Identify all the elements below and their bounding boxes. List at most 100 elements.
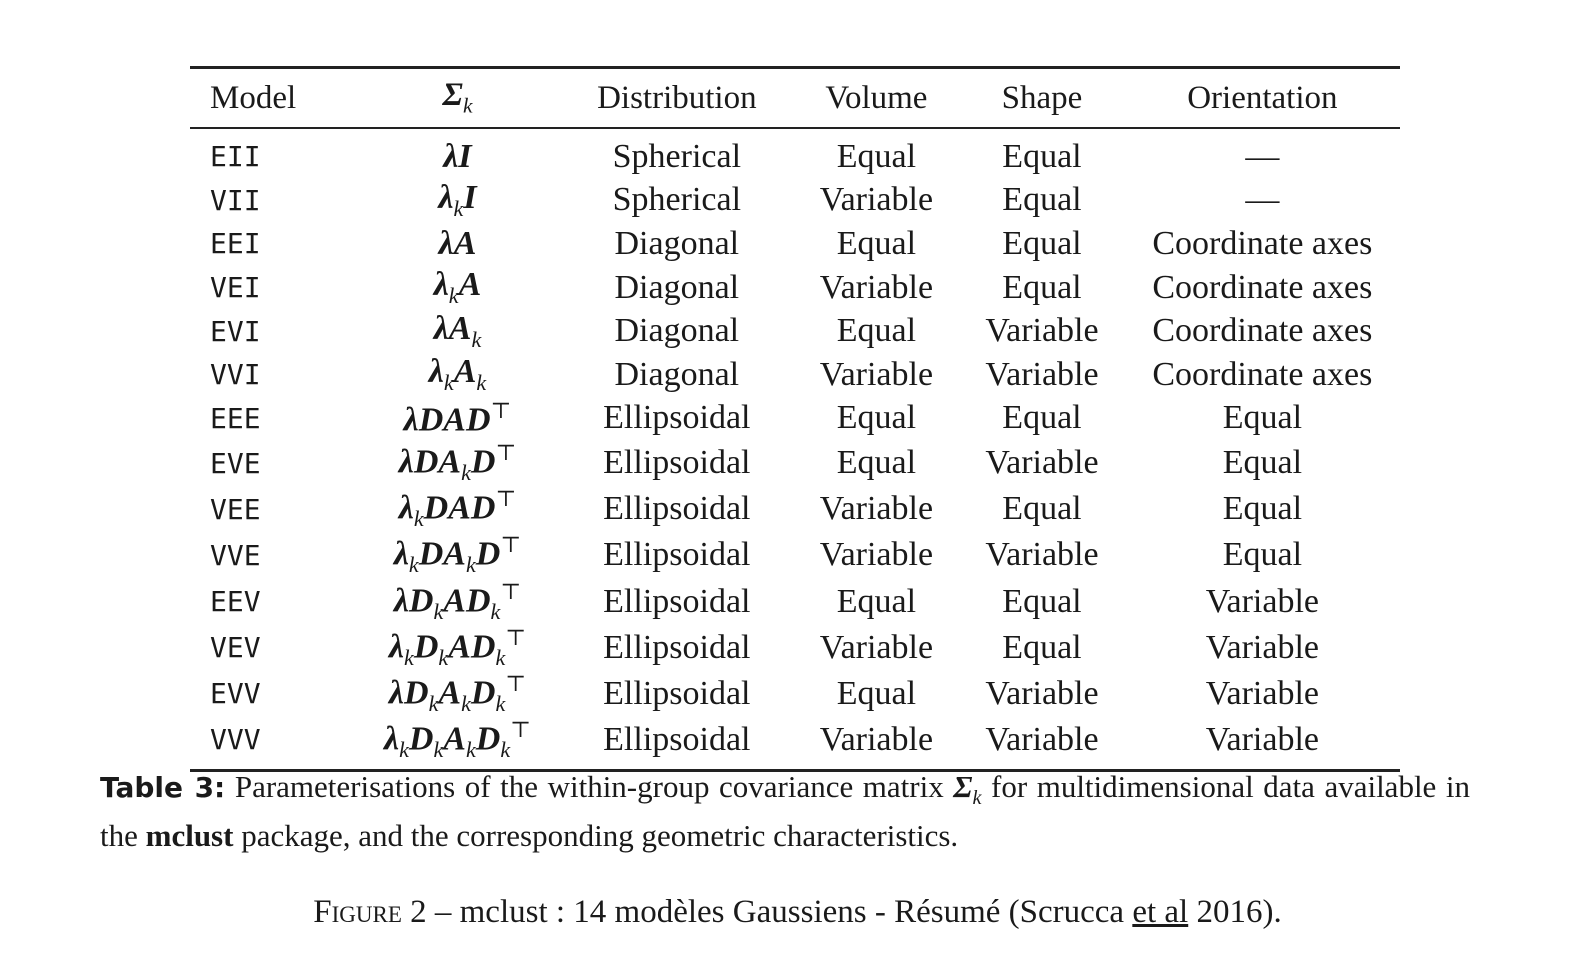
cell-model: VVI (210, 358, 261, 392)
cell-shape: Variable (985, 536, 1099, 574)
cell-volume: Equal (836, 399, 917, 437)
caption-text-1: Parameterisations of the within-group co… (234, 769, 944, 804)
figure-caption: Figure 2 – mclust : 14 modèles Gaussiens… (0, 892, 1595, 932)
header-distribution: Distribution (560, 66, 794, 129)
cell-shape: Equal (1002, 628, 1082, 666)
cell-shape: Equal (1002, 490, 1082, 528)
cell-model: EEI (210, 227, 261, 261)
table-row: EVE λDAkD⊤ Ellipsoidal Equal Variable Equal (190, 440, 1400, 486)
cell-distribution: Diagonal (614, 355, 740, 393)
cell-shape: Variable (985, 355, 1099, 393)
table-row: EEV λDkADk⊤ Ellipsoidal Equal Equal Variable (190, 579, 1400, 625)
cell-orientation: — (1245, 137, 1280, 175)
cell-sigma: λI (443, 137, 472, 175)
figure-label: Figure 2 (313, 894, 427, 930)
model-table-container: Model Σk Distribution Volume Shape Orien… (190, 66, 1400, 773)
cell-volume: Variable (819, 536, 934, 574)
cell-shape: Variable (985, 720, 1099, 758)
cell-distribution: Ellipsoidal (603, 399, 751, 437)
cell-orientation: Equal (1222, 399, 1303, 437)
cell-volume: Equal (836, 137, 917, 175)
table-row: EII λI Spherical Equal Equal — (190, 128, 1400, 179)
cell-orientation: Coordinate axes (1152, 355, 1373, 393)
cell-orientation: Variable (1205, 720, 1319, 758)
cell-volume: Variable (819, 181, 934, 219)
cell-orientation: Variable (1205, 628, 1319, 666)
cell-shape: Equal (1002, 181, 1082, 219)
cell-volume: Equal (836, 674, 917, 712)
table-row: VEI λkA Diagonal Variable Equal Coordinate ax… (190, 266, 1400, 310)
figure-text-after: 2016). (1196, 894, 1282, 930)
cell-orientation: Equal (1222, 490, 1303, 528)
cell-model: VEV (210, 631, 261, 665)
cell-sigma: λDAD⊤ (403, 397, 512, 439)
cell-model: VVV (210, 723, 261, 757)
cell-volume: Variable (819, 720, 934, 758)
cell-volume: Variable (819, 490, 934, 528)
cell-model: VEI (210, 271, 261, 305)
cell-distribution: Ellipsoidal (603, 628, 751, 666)
cell-model: EEE (210, 401, 261, 435)
caption-label: Table 3: (100, 771, 226, 804)
cell-shape: Equal (1002, 582, 1082, 620)
cell-model: VVE (210, 538, 261, 572)
cell-volume: Equal (836, 312, 917, 350)
table-row: EVV λDkAkDk⊤ Ellipsoidal Equal Variable Varia… (190, 671, 1400, 717)
cell-model: VII (210, 183, 261, 217)
cell-sigma: λkDAD⊤ (398, 486, 517, 532)
figure-text-underlined: et al (1132, 894, 1189, 930)
cell-sigma: λkDAkD⊤ (393, 532, 522, 578)
figure-dash: – (434, 894, 452, 930)
table-header: Model Σk Distribution Volume Shape Orien… (190, 66, 1400, 129)
table-row: VEV λkDkADk⊤ Ellipsoidal Variable Equal Varia… (190, 625, 1400, 671)
table-row: VVE λkDAkD⊤ Ellipsoidal Variable Variable Equ… (190, 532, 1400, 578)
cell-shape: Equal (1002, 224, 1082, 262)
figure-text-before: mclust : 14 modèles Gaussiens - Résumé (… (459, 894, 1125, 930)
table-row: VEE λkDAD⊤ Ellipsoidal Variable Equal Equal (190, 486, 1400, 532)
cell-sigma: λDkAkDk⊤ (388, 670, 527, 716)
cell-distribution: Diagonal (614, 312, 740, 350)
cell-distribution: Ellipsoidal (603, 490, 751, 528)
cell-volume: Variable (819, 628, 934, 666)
cell-distribution: Ellipsoidal (603, 444, 751, 482)
table-row: EVI λAk Diagonal Equal Variable Coordinate ax… (190, 309, 1400, 353)
header-model: Model (190, 66, 355, 129)
caption-text-2: for multidimensional data available in t… (100, 769, 1470, 854)
cell-orientation: Equal (1222, 536, 1303, 574)
cell-orientation: Variable (1205, 674, 1319, 712)
cell-model: EVV (210, 677, 261, 711)
cell-volume: Variable (819, 355, 934, 393)
cell-sigma: λA (438, 224, 477, 262)
cell-sigma: λkI (438, 178, 477, 221)
cell-shape: Variable (985, 674, 1099, 712)
cell-distribution: Ellipsoidal (603, 720, 751, 758)
cell-shape: Equal (1002, 137, 1082, 175)
table-row: VVI λkAk Diagonal Variable Variable Coordinat… (190, 353, 1400, 397)
cell-orientation: Variable (1205, 582, 1319, 620)
cell-sigma: λAk (433, 309, 482, 352)
cell-model: EVE (210, 446, 261, 480)
cell-distribution: Ellipsoidal (603, 674, 751, 712)
cell-sigma: λkA (433, 266, 482, 308)
table-body: EII λI Spherical Equal Equal — VII λkI Spherical… (190, 128, 1400, 771)
caption-package-name: mclust (145, 818, 234, 854)
header-volume: Volume (793, 66, 960, 129)
cell-distribution: Diagonal (614, 268, 740, 306)
caption-sigma: Σk (953, 769, 982, 810)
cell-orientation: Equal (1222, 444, 1303, 482)
table-row: EEI λA Diagonal Equal Equal Coordinate axes (190, 222, 1400, 266)
model-table: Model Σk Distribution Volume Shape Orien… (190, 66, 1400, 773)
cell-model: VEE (210, 492, 261, 526)
table-caption: Table 3: Parameterisations of the within… (100, 768, 1470, 855)
cell-shape: Variable (985, 312, 1099, 350)
cell-orientation: Coordinate axes (1152, 312, 1373, 350)
cell-volume: Equal (836, 224, 917, 262)
header-row: Model Σk Distribution Volume Shape Orien… (190, 66, 1400, 129)
cell-volume: Equal (836, 444, 917, 482)
caption-text-3: package, and the corresponding geometric… (241, 818, 959, 854)
header-sigma: Σk (354, 66, 560, 129)
cell-distribution: Spherical (612, 137, 742, 175)
cell-sigma: λkDkADk⊤ (388, 624, 527, 670)
header-shape: Shape (959, 66, 1125, 129)
cell-distribution: Ellipsoidal (603, 582, 751, 620)
